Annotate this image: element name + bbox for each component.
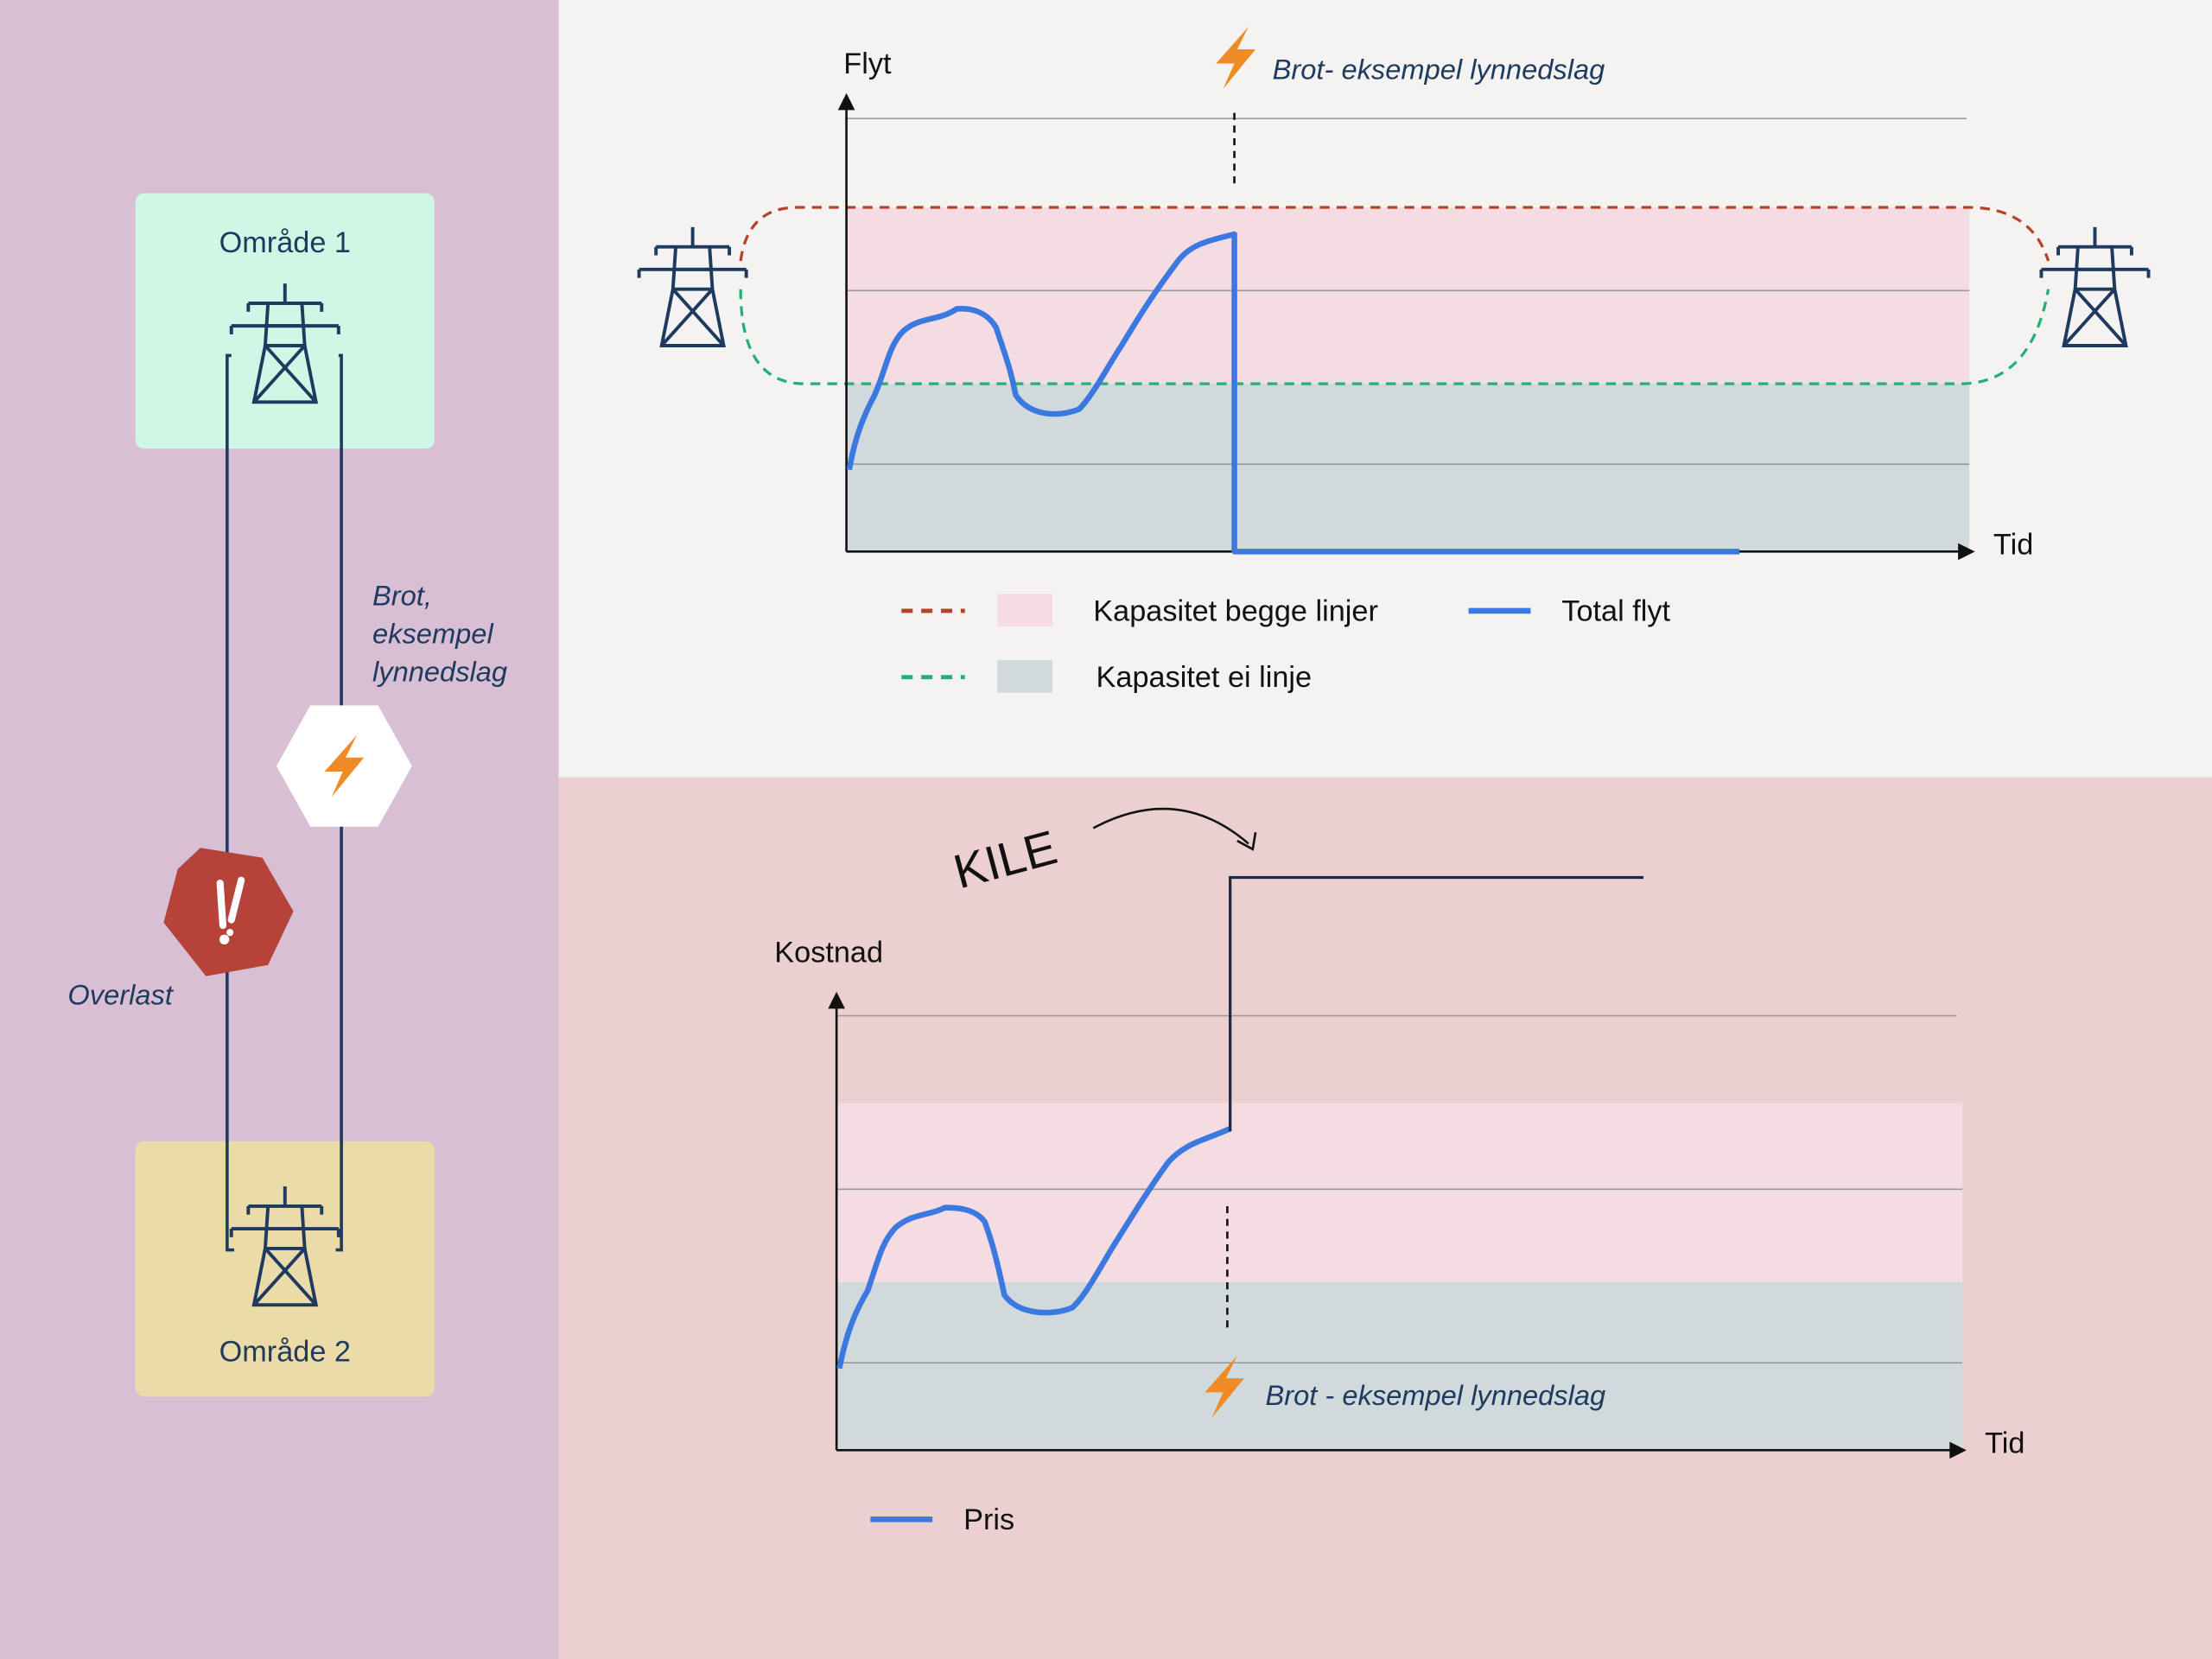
total-flow-line bbox=[846, 231, 1740, 555]
kile-step bbox=[1229, 875, 1644, 1132]
break-label: Brot - eksempel lynnedslag bbox=[1265, 1379, 1605, 1411]
axis-label: Flyt bbox=[843, 48, 892, 80]
capacity-both-line bbox=[739, 206, 2050, 262]
break-label: Brot, eksempel lynnedslag bbox=[372, 579, 507, 687]
overload-label: Overlast bbox=[67, 978, 174, 1010]
legend-label: Pris bbox=[963, 1503, 1014, 1536]
band-one-line bbox=[836, 1282, 1963, 1451]
area-label: Område 2 bbox=[219, 1336, 351, 1369]
legend-swatch bbox=[997, 594, 1052, 626]
legend-label: Total flyt bbox=[1561, 594, 1670, 627]
overload-icon bbox=[226, 929, 234, 937]
kile-arrow bbox=[1236, 832, 1257, 851]
legend-label: Kapasitet ei linje bbox=[1096, 661, 1313, 694]
kile-arrow bbox=[1092, 807, 1249, 845]
axis bbox=[835, 998, 1959, 1452]
axis-arrow bbox=[1958, 543, 1975, 561]
band-both-lines bbox=[846, 207, 1970, 385]
axis-arrow bbox=[828, 991, 845, 1009]
axis-arrow bbox=[1949, 1441, 1967, 1459]
area-label: Område 1 bbox=[219, 226, 351, 259]
band-both-lines bbox=[836, 1103, 1963, 1283]
axis-label: Tid bbox=[1993, 529, 2033, 562]
break-label: Brot- eksempel lynnedslag bbox=[1273, 53, 1605, 85]
axis-arrow bbox=[837, 92, 855, 111]
capacity-one-line bbox=[739, 289, 2050, 385]
overload-icon bbox=[219, 934, 230, 945]
axis-label: Kostnad bbox=[774, 936, 883, 969]
axis-label: Tid bbox=[1985, 1427, 2024, 1460]
legend-swatch bbox=[997, 660, 1052, 693]
legend-label: Kapasitet begge linjer bbox=[1093, 594, 1378, 627]
price-line bbox=[836, 1126, 1232, 1370]
overload-badge bbox=[163, 848, 294, 976]
area-box bbox=[135, 193, 435, 449]
band-one-line bbox=[846, 384, 1970, 552]
overload-icon bbox=[216, 876, 245, 930]
